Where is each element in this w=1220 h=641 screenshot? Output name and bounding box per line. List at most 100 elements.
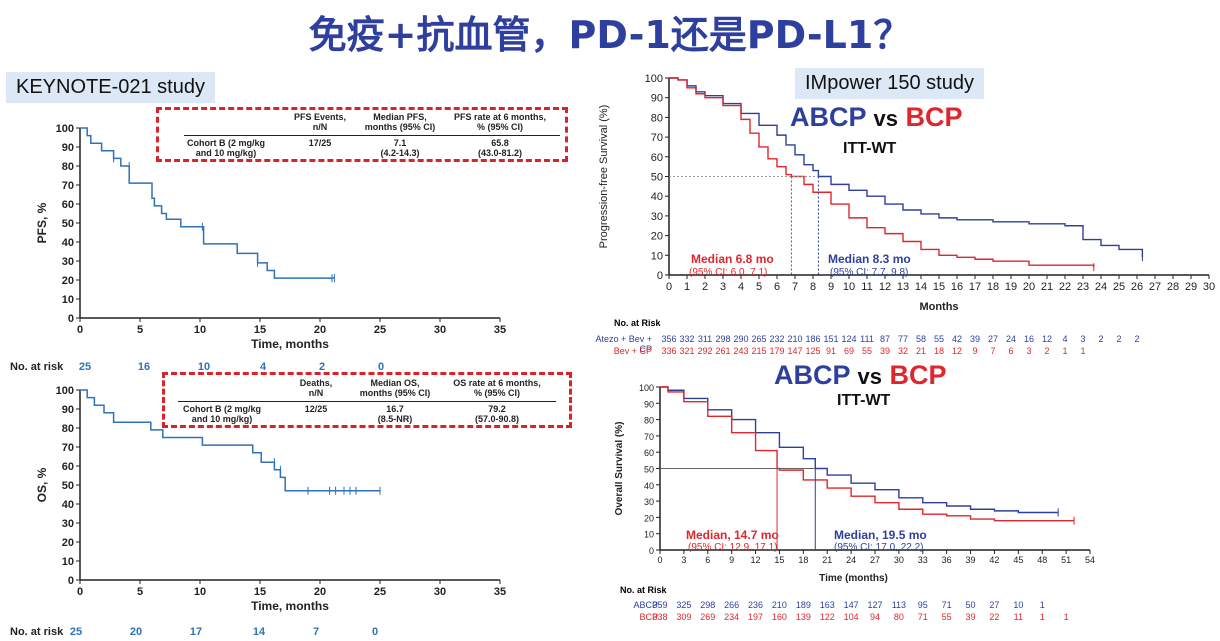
risk-count: 338 [652, 612, 668, 622]
x-tick-label: 29 [1185, 281, 1197, 293]
risk-count: 1 [1062, 346, 1068, 356]
pfs-nrisk-label: No. at Risk [614, 318, 661, 328]
impower-study-label: IMpower 150 study [795, 68, 984, 99]
risk-count: 356 [661, 334, 677, 344]
risk-count: 2 [1098, 334, 1104, 344]
x-axis-label: Months [919, 301, 958, 313]
y-tick-label: 60 [651, 152, 663, 164]
x-tick-label: 14 [915, 281, 927, 293]
x-tick-label: 24 [1095, 281, 1107, 293]
x-tick-label: 9 [828, 281, 834, 293]
pfs-median-abcp: Median 8.3 mo [828, 252, 911, 266]
os-table-box [162, 372, 572, 428]
os-nrisk-label: No. at Risk [620, 585, 667, 595]
x-tick-label: 30 [1203, 281, 1215, 293]
x-tick-label: 10 [843, 281, 855, 293]
y-tick-label: 40 [62, 499, 74, 511]
y-tick-label: 90 [644, 399, 654, 409]
y-tick-label: 30 [644, 497, 654, 507]
os-nrisk-name-abcp: ABCP [633, 600, 658, 610]
risk-count: 1 [1039, 600, 1045, 610]
y-tick-label: 80 [651, 112, 663, 124]
risk-count: 179 [769, 346, 785, 356]
y-tick-label: 50 [62, 218, 74, 230]
risk-count: 298 [715, 334, 731, 344]
x-tick-label: 10 [194, 586, 206, 598]
risk-count: 321 [679, 346, 695, 356]
risk-count: 332 [679, 334, 695, 344]
risk-count: 232 [769, 334, 785, 344]
x-tick-label: 15 [774, 555, 784, 565]
risk-count: 10 [1013, 600, 1024, 610]
risk-count: 4 [1062, 334, 1068, 344]
y-tick-label: 30 [62, 518, 74, 530]
os-risk-label: No. at risk [10, 626, 64, 638]
risk-count: 9 [972, 346, 978, 356]
table-header: PFS rate at 6 months, % (95% CI) [453, 112, 547, 132]
risk-count: 122 [819, 612, 835, 622]
y-tick-label: 80 [62, 423, 74, 435]
pfs-risk-label: No. at risk [10, 361, 64, 373]
y-tick-label: 20 [62, 275, 74, 287]
x-tick-label: 12 [751, 555, 761, 565]
risk-count: 27 [987, 334, 998, 344]
y-tick-label: 90 [651, 93, 663, 105]
risk-count: 80 [893, 612, 904, 622]
risk-count: 0 [377, 361, 385, 373]
risk-count: 336 [661, 346, 677, 356]
risk-count: 139 [795, 612, 811, 622]
risk-count: 55 [941, 612, 952, 622]
y-tick-label: 70 [62, 442, 74, 454]
y-tick-label: 100 [645, 73, 663, 85]
y-tick-label: 50 [62, 480, 74, 492]
table-header: PFS Events, n/N [293, 112, 347, 132]
x-tick-label: 25 [374, 586, 386, 598]
risk-count: 18 [933, 346, 944, 356]
x-tick-label: 1 [684, 281, 690, 293]
x-tick-label: 30 [894, 555, 904, 565]
pfs-heading-bcp: BCP [905, 102, 963, 132]
risk-count: 124 [841, 334, 857, 344]
y-tick-label: 0 [68, 575, 74, 587]
x-tick-label: 0 [666, 281, 672, 293]
risk-count: 16 [137, 361, 151, 373]
risk-count: 2 [1044, 346, 1050, 356]
x-tick-label: 9 [729, 555, 734, 565]
page-title: 免疫+抗血管，PD-1还是PD-L1？ [308, 13, 912, 57]
y-tick-label: 70 [644, 432, 654, 442]
y-tick-label: 60 [62, 199, 74, 211]
table-header: Median PFS, months (95% CI) [364, 112, 436, 132]
risk-count: 2 [318, 361, 326, 373]
table-cell: 17/25 [308, 138, 332, 148]
risk-count: 1 [1080, 346, 1086, 356]
risk-count: 266 [724, 600, 740, 610]
x-tick-label: 16 [951, 281, 963, 293]
x-tick-label: 0 [657, 555, 662, 565]
x-tick-label: 48 [1037, 555, 1047, 565]
risk-count: 127 [867, 600, 883, 610]
risk-count: 71 [917, 612, 928, 622]
os-heading-abcp: ABCP [774, 360, 851, 390]
y-tick-label: 20 [651, 231, 663, 243]
x-tick-label: 15 [933, 281, 945, 293]
pfs-heading-vs: vs [873, 106, 899, 131]
pfs-ci-abcp: (95% CI: 7.7, 9.8) [830, 267, 909, 278]
x-tick-label: 35 [494, 586, 506, 598]
y-tick-label: 100 [56, 385, 74, 397]
risk-count: 25 [69, 626, 83, 638]
x-tick-label: 27 [1149, 281, 1161, 293]
os-itt-label: ITT-WT [837, 392, 891, 409]
x-tick-label: 6 [774, 281, 780, 293]
x-tick-label: 2 [702, 281, 708, 293]
x-tick-label: 12 [879, 281, 891, 293]
x-tick-label: 45 [1013, 555, 1023, 565]
y-tick-label: 10 [62, 294, 74, 306]
x-tick-label: 20 [314, 586, 326, 598]
x-tick-label: 11 [861, 281, 872, 293]
risk-count: 113 [891, 600, 907, 610]
y-tick-label: 0 [657, 270, 663, 282]
risk-count: 39 [879, 346, 890, 356]
table-cell: 7.1 (4.2-14.3) [380, 138, 420, 158]
risk-count: 94 [869, 612, 880, 622]
